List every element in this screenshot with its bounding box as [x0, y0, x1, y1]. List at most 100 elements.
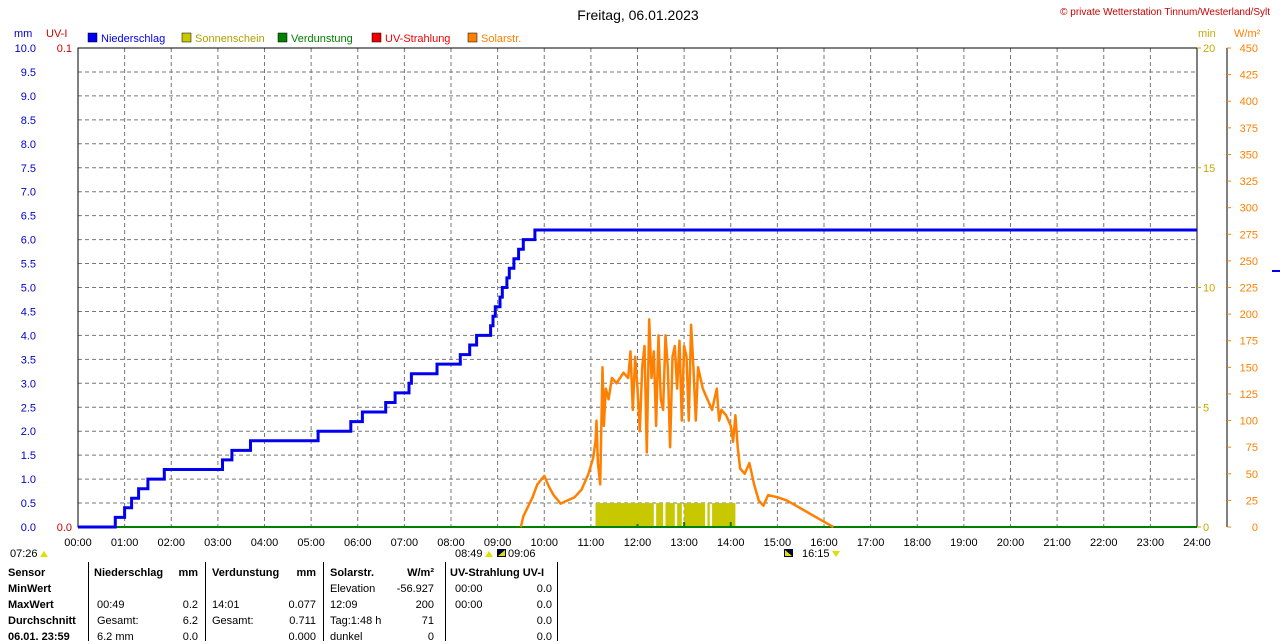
row-s-label-3: dunkel — [330, 631, 363, 643]
x-tick-3: 03:00 — [204, 537, 232, 549]
row-label-2: Durchschnitt — [8, 615, 76, 627]
left-mm-tick-20: 10.0 — [15, 43, 36, 55]
stats-separator-4 — [557, 562, 558, 641]
header-solar: Solarstr. — [330, 567, 375, 579]
left-uv-tick-0: 0.0 — [57, 522, 72, 534]
legend-label-4: Solarstr. — [481, 33, 521, 45]
right-wm2-tick-3: 75 — [1246, 442, 1258, 454]
row-v-val-2: 0.711 — [289, 615, 316, 627]
right-min-tick-1: 5 — [1203, 402, 1209, 414]
x-tick-13: 13:00 — [670, 537, 698, 549]
left-mm-tick-9: 4.5 — [21, 306, 36, 318]
verdunstung-dot-1 — [636, 524, 639, 527]
x-tick-15: 15:00 — [764, 537, 792, 549]
header-verdunstung: Verdunstung — [212, 567, 280, 579]
row-n-time-1: 00:49 — [97, 599, 125, 611]
x-tick-9: 09:00 — [484, 537, 512, 549]
row-s-val-0: -56.927 — [396, 583, 434, 595]
right-wm2-tick-13: 325 — [1240, 176, 1258, 188]
verdunstung-dot-3 — [729, 522, 732, 527]
stats-table: Sensor Niederschlag mm Verdunstung mm Solarst… — [0, 562, 560, 643]
left-mm-tick-19: 9.5 — [21, 67, 36, 79]
sunset-marker-glyph — [785, 550, 792, 556]
left-mm-unit: mm — [14, 28, 32, 40]
x-tick-1: 01:00 — [111, 537, 139, 549]
sunshine-bar-0 — [595, 503, 654, 527]
left-mm-tick-1: 0.5 — [21, 498, 36, 510]
right-wm2-tick-1: 25 — [1246, 495, 1258, 507]
right-wm2-tick-15: 375 — [1240, 123, 1258, 135]
sun-markers: 07:26 08:49 09:06 16:15 — [10, 522, 840, 560]
legend-swatch-2 — [277, 32, 288, 43]
right-min-tick-3: 15 — [1203, 163, 1215, 175]
x-tick-17: 17:00 — [857, 537, 885, 549]
side-scrollbar-marker[interactable] — [1272, 270, 1280, 272]
sunrise-end-marker-glyph — [498, 550, 505, 556]
sunshine-bar-4 — [684, 503, 706, 527]
x-tick-14: 14:00 — [717, 537, 745, 549]
x-tick-23: 23:00 — [1137, 537, 1165, 549]
x-tick-10: 10:00 — [530, 537, 558, 549]
header-solar-unit: W/m² — [407, 567, 434, 579]
sunshine-bars — [595, 503, 736, 527]
left-mm-tick-15: 7.5 — [21, 163, 36, 175]
x-tick-8: 08:00 — [437, 537, 465, 549]
legend-swatch-3 — [371, 32, 382, 43]
header-niederschlag: Niederschlag — [94, 567, 164, 579]
left-mm-tick-0: 0.0 — [21, 522, 36, 534]
sunrise-civil-marker — [40, 551, 48, 557]
row-n-val-1: 0.2 — [182, 599, 198, 611]
left-mm-tick-11: 5.5 — [21, 259, 36, 271]
left-mm-tick-13: 6.5 — [21, 211, 36, 223]
header-niederschlag-unit: mm — [178, 567, 198, 579]
row-n-time-2: Gesamt: — [97, 615, 139, 627]
right-wm2-tick-16: 400 — [1240, 96, 1258, 108]
right-wm2-tick-17: 425 — [1240, 70, 1258, 82]
row-v-time-1: 14:01 — [212, 599, 240, 611]
header-verdunstung-unit: mm — [296, 567, 316, 579]
left-mm-tick-6: 3.0 — [21, 378, 36, 390]
row-u-val-3: 0.0 — [536, 631, 552, 643]
legend: Niederschlag Sonnenschein Verdunstung UV-St… — [87, 32, 521, 45]
sunrise-end-label: 09:06 — [508, 548, 536, 560]
grid — [78, 48, 1197, 527]
sunrise-marker — [485, 551, 493, 557]
right-min-unit: min — [1198, 28, 1216, 40]
right-wm2-tick-10: 250 — [1240, 256, 1258, 268]
row-u-val-0: 0.0 — [536, 583, 552, 595]
row-u-val-1: 0.0 — [536, 599, 552, 611]
left-mm-tick-10: 5.0 — [21, 283, 36, 295]
left-mm-tick-18: 9.0 — [21, 91, 36, 103]
tick-labels: 0.0 0.5 1.0 1.5 2.0 2.5 3.0 3.5 4.0 4.5 5.0 5.5 6.0 6… — [15, 43, 1258, 549]
sunshine-bar-3 — [677, 503, 682, 527]
row-s-label-1: 12:09 — [330, 599, 358, 611]
niederschlag-line — [78, 228, 1197, 529]
x-tick-2: 02:00 — [157, 537, 185, 549]
sunshine-bar-6 — [712, 503, 736, 527]
right-wm2-tick-0: 0 — [1252, 522, 1258, 534]
legend-swatch-0 — [87, 32, 98, 43]
right-min-tick-4: 20 — [1203, 43, 1215, 55]
legend-swatch-1 — [181, 32, 192, 43]
verdunstung-dot-2 — [683, 522, 686, 527]
sunshine-bar-5 — [707, 503, 710, 527]
left-uv-tick-1: 0.1 — [57, 43, 72, 55]
stats-separator-1 — [205, 562, 206, 641]
sunshine-bar-1 — [656, 503, 664, 527]
legend-label-0: Niederschlag — [101, 33, 165, 45]
left-mm-tick-14: 7.0 — [21, 187, 36, 199]
sunset-label: 16:15 — [802, 548, 830, 560]
row-label-0: MinWert — [8, 583, 52, 595]
weather-chart: Freitag, 06.01.2023 © private Wetterstat… — [10, 7, 1280, 560]
row-v-time-2: Gesamt: — [212, 615, 254, 627]
row-n-val-3: 0.0 — [182, 631, 198, 643]
sunrise-label: 08:49 — [455, 548, 483, 560]
right-wm2-tick-7: 175 — [1240, 336, 1258, 348]
right-wm2-tick-14: 350 — [1240, 149, 1258, 161]
left-mm-tick-17: 8.5 — [21, 115, 36, 127]
row-s-label-2: Tag:1:48 h — [330, 615, 382, 627]
right-wm2-tick-5: 125 — [1240, 389, 1258, 401]
x-tick-5: 05:00 — [297, 537, 325, 549]
x-tick-20: 20:00 — [997, 537, 1025, 549]
row-s-val-2: 71 — [421, 615, 434, 627]
